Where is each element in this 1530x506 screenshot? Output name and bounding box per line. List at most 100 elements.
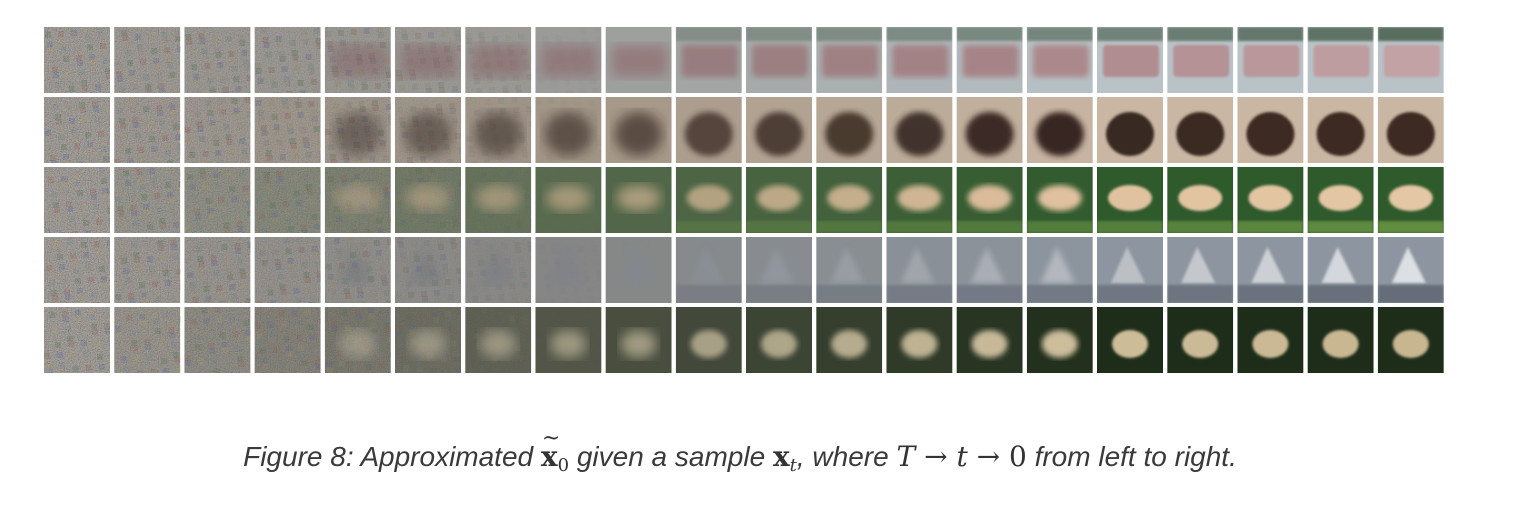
sample-tile (816, 167, 883, 233)
sample-tile (535, 27, 602, 93)
sample-tile (956, 167, 1023, 233)
sample-tile (114, 27, 181, 93)
sample-tile (1097, 97, 1163, 163)
sample-tile (1377, 237, 1444, 303)
sample-tile (184, 167, 251, 233)
sample-tile (605, 307, 672, 373)
sample-tile (1026, 97, 1093, 163)
sample-tile (114, 307, 181, 373)
sample-tile (535, 167, 602, 233)
sample-tile (1377, 27, 1444, 93)
caption-given: given a sample (569, 441, 773, 472)
sample-tile (1167, 237, 1234, 303)
sample-tile (956, 307, 1023, 373)
caption-prefix: Figure 8: Approximated (243, 441, 541, 472)
sample-tile (1237, 307, 1304, 373)
sample-tile (465, 307, 532, 373)
sample-tile (605, 27, 672, 93)
sample-tile (1097, 307, 1163, 373)
sample-tile (324, 167, 391, 233)
sample-tile (1237, 237, 1304, 303)
sample-tile (114, 97, 181, 163)
x-t-symbol: x (772, 440, 790, 473)
T-symbol: T (896, 440, 916, 473)
sample-tile (956, 27, 1023, 93)
sample-tile (816, 27, 883, 93)
sample-tile (675, 307, 742, 373)
sample-tile (1237, 27, 1304, 93)
sample-tile (465, 167, 532, 233)
sample-tile (254, 167, 321, 233)
sample-tile (184, 307, 251, 373)
t-symbol: t (956, 440, 968, 473)
sample-tile (465, 27, 532, 93)
sample-tile (44, 27, 110, 93)
sample-tile (254, 97, 321, 163)
sample-tile (1167, 97, 1234, 163)
sample-tile (465, 237, 532, 303)
sample-tile (746, 167, 812, 233)
sample-tile (605, 167, 672, 233)
sample-tile (395, 27, 461, 93)
sample-tile (746, 237, 812, 303)
sample-tile (324, 307, 391, 373)
sample-tile (605, 97, 672, 163)
sample-tile (1026, 237, 1093, 303)
image-grid (44, 27, 1444, 373)
sample-tile (535, 97, 602, 163)
x-t-subscript: t (789, 455, 797, 476)
diffusion-progression-figure (44, 27, 1444, 373)
sample-tile (184, 97, 251, 163)
sample-tile (324, 237, 391, 303)
sample-tile (1307, 97, 1374, 163)
sample-tile (956, 237, 1023, 303)
sample-tile (1307, 27, 1374, 93)
sample-tile (746, 97, 812, 163)
zero-symbol: 0 (1008, 440, 1027, 473)
sample-tile (1097, 237, 1163, 303)
arrow-2: → (967, 440, 1009, 473)
sample-tile (886, 167, 953, 233)
sample-tile (465, 97, 532, 163)
x-tilde-subscript: 0 (557, 455, 570, 476)
sample-tile (395, 167, 461, 233)
sample-tile (324, 27, 391, 93)
sample-tile (114, 237, 181, 303)
sample-tile (956, 97, 1023, 163)
sample-tile (254, 237, 321, 303)
sample-tile (535, 237, 602, 303)
figure-caption: Figure 8: Approximated x ~0 given a sampl… (0, 426, 1480, 476)
sample-tile (1026, 27, 1093, 93)
sample-tile (675, 237, 742, 303)
sample-tile (1237, 97, 1304, 163)
sample-tile (324, 97, 391, 163)
sample-tile (535, 307, 602, 373)
sample-tile (886, 97, 953, 163)
sample-tile (675, 97, 742, 163)
sample-tile (184, 27, 251, 93)
sample-tile (1377, 307, 1444, 373)
sample-tile (816, 97, 883, 163)
sample-tile (886, 307, 953, 373)
sample-tile (1237, 167, 1304, 233)
sample-tile (816, 307, 883, 373)
sample-tile (675, 167, 742, 233)
sample-tile (1377, 97, 1444, 163)
sample-tile (395, 237, 461, 303)
sample-tile (675, 27, 742, 93)
caption-suffix: from left to right. (1026, 441, 1237, 472)
sample-tile (1167, 167, 1234, 233)
sample-tile (1167, 307, 1234, 373)
sample-tile (1167, 27, 1234, 93)
x-tilde-symbol: x ~ (540, 426, 561, 473)
sample-tile (1307, 307, 1374, 373)
sample-tile (395, 97, 461, 163)
sample-tile (746, 27, 812, 93)
sample-tile (605, 237, 672, 303)
sample-tile (1026, 167, 1093, 233)
sample-tile (184, 237, 251, 303)
sample-tile (254, 27, 321, 93)
sample-tile (886, 27, 953, 93)
sample-tile (44, 237, 110, 303)
sample-tile (395, 307, 461, 373)
